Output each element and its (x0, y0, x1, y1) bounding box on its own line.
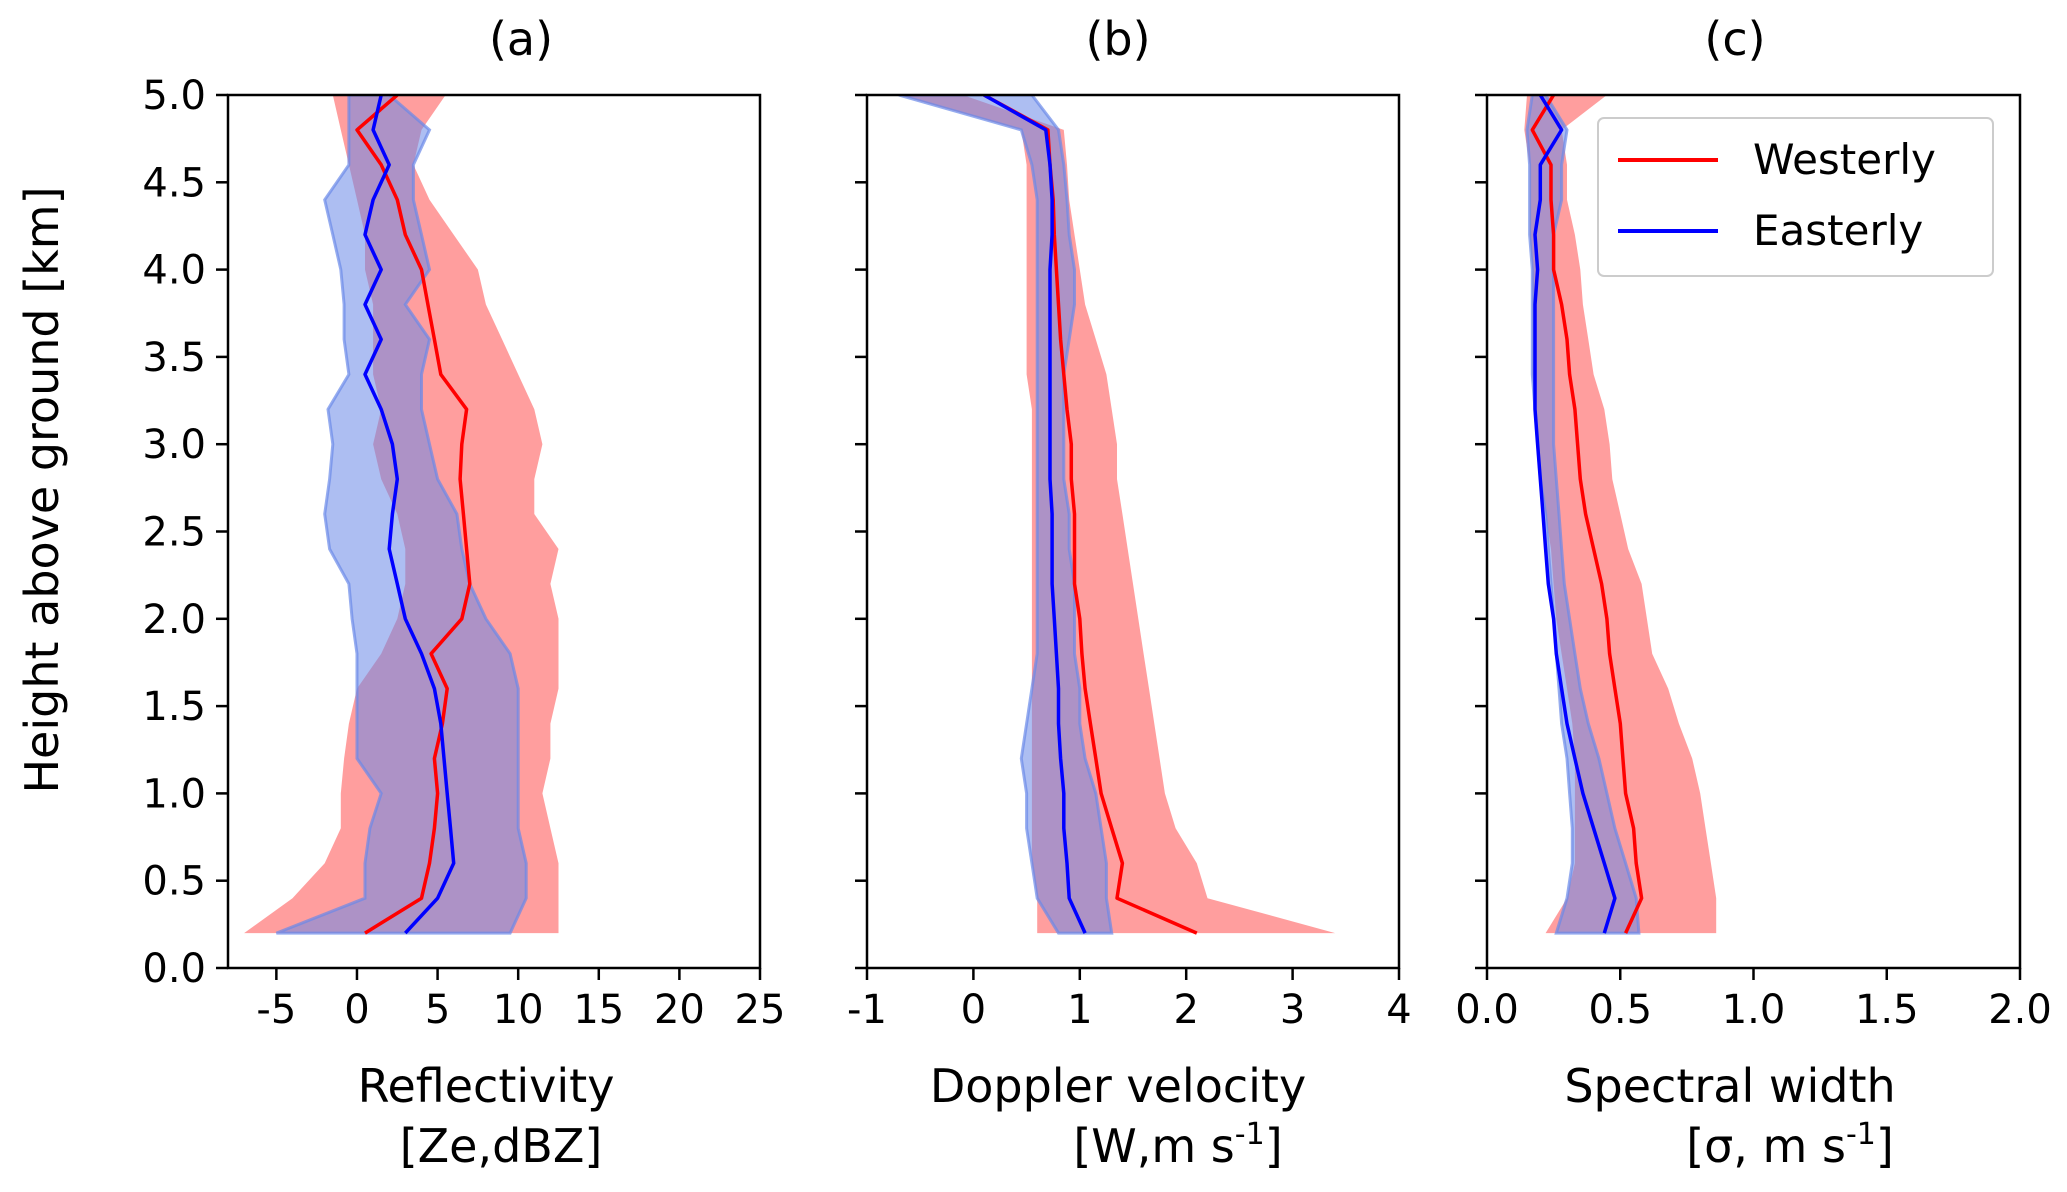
panel-c-xtick-label: 1.5 (1855, 987, 1919, 1033)
panel-a-westerly-mean-line (355, 95, 472, 935)
panel-b-xtick-label: 1 (1067, 987, 1092, 1033)
legend-westerly-label: Westerly (1753, 135, 1936, 184)
legend-easterly-label: Easterly (1753, 206, 1923, 255)
ytick-label: 4.5 (142, 160, 206, 206)
legend: Westerly Easterly (1597, 117, 1994, 277)
panel-c-easterly-mean-line (1533, 95, 1617, 934)
panel-c-westerly-band (1524, 95, 1717, 934)
panel-a-xtick-label: 20 (654, 987, 705, 1033)
panel-a-xlabel-line2: [Ze,dBZ] (400, 1119, 603, 1173)
panel-b-xlabel-sup: -1 (1235, 1117, 1265, 1152)
panel-b-xtick-label: 2 (1173, 987, 1198, 1033)
panel-a-easterly-band (275, 95, 528, 935)
panel-c-xlabel-sup: -1 (1846, 1117, 1876, 1152)
panel-a-xtick-label: 15 (573, 987, 624, 1033)
panel-c: 0.0 0.5 1.0 1.5 2.0 (1455, 93, 2052, 1033)
ytick-label: 0.5 (142, 859, 206, 905)
panel-a-xtick-label: 5 (425, 987, 450, 1033)
panel-b-easterly-mean-line (983, 95, 1087, 934)
panel-c-plot-area (1524, 95, 1717, 935)
panel-b-plot-area (898, 95, 1336, 935)
ytick-label: 0.0 (142, 946, 206, 992)
panel-c-westerly-mean-line (1530, 95, 1644, 934)
panel-b-xtick-label: -1 (847, 987, 887, 1033)
panel-b-xtick-label: 0 (961, 987, 986, 1033)
panel-c-xlabel-line2: [σ, m s-1] (1686, 1117, 1894, 1173)
ytick-label: 5.0 (142, 73, 206, 119)
panel-c-xlabel-line1: Spectral width (1564, 1059, 1895, 1113)
ytick-label: 3.5 (142, 335, 206, 381)
ytick-label: 4.0 (142, 248, 206, 294)
panel-b-xlabel-line1: Doppler velocity (930, 1059, 1306, 1113)
panel-b: -1 0 1 2 3 4 (847, 93, 1412, 1033)
panel-b-xtick-label: 4 (1386, 987, 1411, 1033)
panel-c-title: (c) (1704, 12, 1765, 66)
panel-c-xtick-label: 2.0 (1988, 987, 2052, 1033)
y-axis-label: Height above ground [km] (15, 186, 69, 793)
ytick-label: 2.0 (142, 597, 206, 643)
panel-b-westerly-band (898, 95, 1336, 934)
legend-frame (1597, 117, 1994, 277)
panel-a-title: (a) (489, 12, 553, 66)
panel-c-xtick-label: 1.0 (1722, 987, 1786, 1033)
panel-c-xtick-label: 0.0 (1455, 987, 1519, 1033)
panel-b-xlabel-tail: ] (1265, 1119, 1283, 1173)
panel-b-xtick-label: 3 (1280, 987, 1305, 1033)
panel-a-xtick-label: 25 (735, 987, 786, 1033)
panel-b-xlabel-line2: [W,m s-1] (1073, 1117, 1282, 1173)
ytick-label: 3.0 (142, 422, 206, 468)
panel-b-xlabel-main: [W,m s (1073, 1119, 1234, 1173)
ytick-label: 1.5 (142, 684, 206, 730)
panel-a-xtick-label: 10 (493, 987, 544, 1033)
ytick-label: 1.0 (142, 771, 206, 817)
panel-a-xlabel-line1: Reflectivity (358, 1059, 615, 1113)
panel-b-westerly-mean-line (983, 95, 1198, 935)
panel-a-plot-area (244, 95, 559, 935)
panel-c-xlabel-tail: ] (1876, 1119, 1894, 1173)
panel-a-easterly-mean-line (363, 95, 456, 935)
panel-a-xtick-label: -5 (256, 987, 296, 1033)
panel-c-xlabel-main: [σ, m s (1686, 1119, 1846, 1173)
ytick-label: 2.5 (142, 510, 206, 556)
panel-b-title: (b) (1085, 12, 1150, 66)
panel-a: -5 0 5 10 15 20 25 0.0 0.5 1.0 1.5 2.0 2.5 3.0 3.5 4.0 4… (142, 73, 785, 1033)
panel-a-xtick-label: 0 (344, 987, 369, 1033)
panel-c-xtick-label: 0.5 (1588, 987, 1652, 1033)
